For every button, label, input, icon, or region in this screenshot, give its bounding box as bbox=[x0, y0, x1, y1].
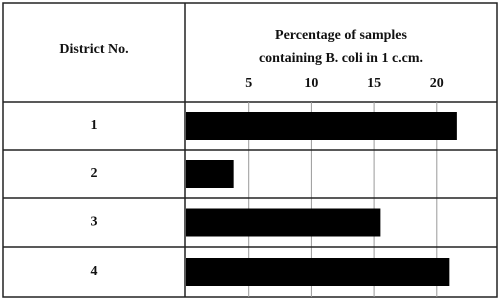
category-label: 4 bbox=[91, 264, 98, 279]
category-label: 3 bbox=[91, 215, 98, 230]
x-tick-label: 15 bbox=[367, 76, 381, 91]
bar bbox=[186, 112, 457, 140]
bar bbox=[186, 258, 450, 286]
x-tick-label: 20 bbox=[430, 76, 444, 91]
x-tick-label: 10 bbox=[304, 76, 318, 91]
bar bbox=[186, 208, 381, 237]
x-tick-label: 5 bbox=[245, 76, 252, 91]
bar bbox=[186, 160, 234, 188]
axis-label: containing B. coli in 1 c.cm. bbox=[259, 51, 423, 66]
category-label: 1 bbox=[91, 118, 98, 133]
category-label: 2 bbox=[91, 166, 98, 181]
axis-label: Percentage of samples bbox=[275, 28, 407, 43]
category-header: District No. bbox=[59, 42, 128, 57]
